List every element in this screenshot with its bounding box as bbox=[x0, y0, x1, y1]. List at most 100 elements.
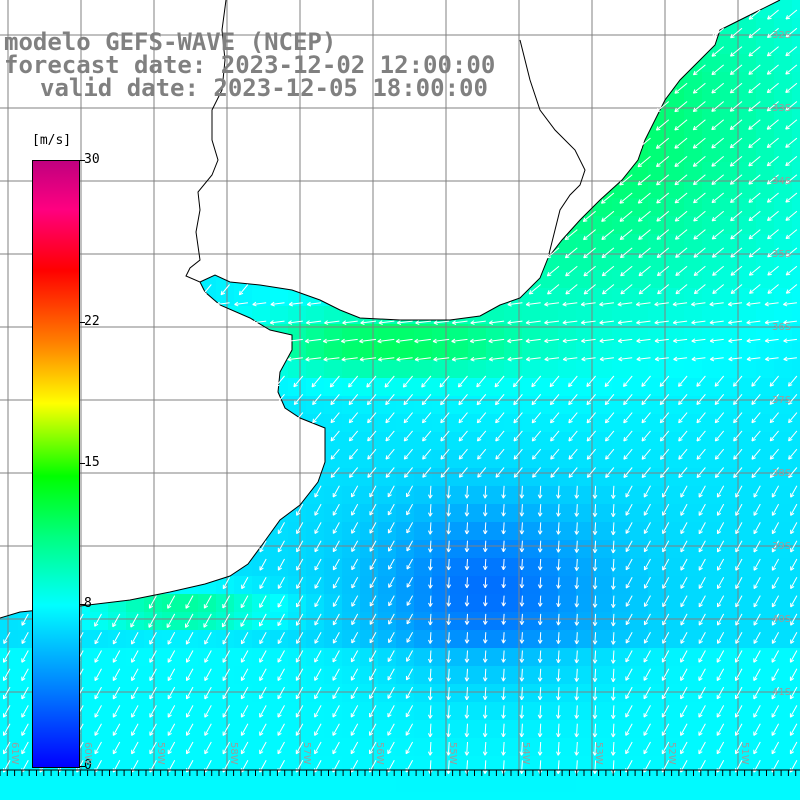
wind-speed-cell bbox=[684, 396, 703, 415]
wind-speed-cell bbox=[468, 450, 487, 469]
wind-speed-cell bbox=[324, 774, 343, 793]
wind-speed-cell bbox=[774, 648, 793, 667]
wind-speed-cell bbox=[648, 126, 667, 145]
longitude-label: 59W bbox=[155, 742, 166, 765]
latitude-label: 35S bbox=[772, 249, 792, 260]
wind-speed-cell bbox=[738, 684, 757, 703]
wind-speed-cell bbox=[360, 720, 379, 739]
wind-speed-cell bbox=[756, 108, 775, 127]
wind-speed-cell bbox=[378, 522, 397, 541]
wind-speed-cell bbox=[630, 162, 649, 181]
wind-speed-cell bbox=[486, 720, 505, 739]
wind-speed-cell bbox=[540, 684, 559, 703]
wind-speed-cell bbox=[378, 414, 397, 433]
wind-speed-cell bbox=[360, 684, 379, 703]
wind-speed-cell bbox=[540, 702, 559, 721]
wind-speed-cell bbox=[774, 666, 793, 685]
wind-speed-cell bbox=[396, 666, 415, 685]
wind-speed-cell bbox=[144, 774, 163, 793]
wind-speed-cell bbox=[306, 720, 325, 739]
wind-speed-cell bbox=[504, 396, 523, 415]
wind-speed-cell bbox=[666, 576, 685, 595]
wind-speed-cell bbox=[756, 594, 775, 613]
wind-speed-cell bbox=[522, 594, 541, 613]
wind-speed-cell bbox=[270, 738, 289, 757]
wind-speed-cell bbox=[306, 378, 325, 397]
wind-speed-cell bbox=[324, 396, 343, 415]
wind-speed-cell bbox=[774, 90, 793, 109]
wind-speed-cell bbox=[630, 468, 649, 487]
wind-speed-cell bbox=[774, 360, 793, 379]
wind-speed-cell bbox=[738, 36, 757, 55]
wind-speed-cell bbox=[792, 252, 800, 271]
wind-speed-cell bbox=[720, 252, 739, 271]
wind-speed-cell bbox=[162, 792, 181, 800]
wind-speed-cell bbox=[126, 648, 145, 667]
latitude-label: 41S bbox=[772, 687, 792, 698]
wind-speed-cell bbox=[756, 90, 775, 109]
wind-speed-cell bbox=[702, 702, 721, 721]
wind-speed-cell bbox=[666, 126, 685, 145]
wind-speed-cell bbox=[324, 792, 343, 800]
wind-speed-cell bbox=[594, 792, 613, 800]
wind-speed-cell bbox=[432, 774, 451, 793]
wind-speed-cell bbox=[684, 198, 703, 217]
wind-speed-cell bbox=[396, 486, 415, 505]
wind-speed-cell bbox=[486, 702, 505, 721]
wind-speed-cell bbox=[360, 504, 379, 523]
wind-speed-cell bbox=[216, 720, 235, 739]
wind-speed-cell bbox=[774, 72, 793, 91]
wind-speed-cell bbox=[558, 360, 577, 379]
wind-speed-cell bbox=[504, 792, 523, 800]
wind-speed-cell bbox=[540, 612, 559, 631]
wind-speed-cell bbox=[90, 792, 109, 800]
wind-speed-cell bbox=[594, 702, 613, 721]
wind-speed-cell bbox=[522, 792, 541, 800]
wind-speed-cell bbox=[612, 360, 631, 379]
wind-speed-cell bbox=[288, 774, 307, 793]
wind-speed-cell bbox=[792, 774, 800, 793]
longitude-label: 61W bbox=[9, 742, 20, 765]
wind-speed-cell bbox=[594, 450, 613, 469]
wind-speed-cell bbox=[684, 234, 703, 253]
wind-speed-cell bbox=[774, 558, 793, 577]
wind-speed-cell bbox=[774, 792, 793, 800]
wind-speed-cell bbox=[666, 270, 685, 289]
wind-speed-cell bbox=[738, 720, 757, 739]
wind-speed-cell bbox=[738, 108, 757, 127]
wind-speed-cell bbox=[396, 360, 415, 379]
wind-speed-cell bbox=[756, 54, 775, 73]
wind-speed-cell bbox=[792, 720, 800, 739]
wind-speed-cell bbox=[414, 486, 433, 505]
wind-speed-cell bbox=[540, 594, 559, 613]
colorbar-unit: [m/s] bbox=[32, 133, 72, 148]
wind-speed-cell bbox=[198, 684, 217, 703]
wind-speed-cell bbox=[612, 198, 631, 217]
wind-speed-cell bbox=[612, 684, 631, 703]
wind-speed-cell bbox=[720, 666, 739, 685]
wind-speed-cell bbox=[414, 414, 433, 433]
wind-speed-cell bbox=[594, 468, 613, 487]
colorbar-tick-label: 8 bbox=[84, 596, 92, 612]
wind-speed-cell bbox=[738, 216, 757, 235]
wind-speed-cell bbox=[216, 702, 235, 721]
wind-speed-cell bbox=[666, 540, 685, 559]
wind-speed-cell bbox=[756, 378, 775, 397]
wind-speed-cell bbox=[756, 576, 775, 595]
wind-speed-cell bbox=[432, 612, 451, 631]
wind-speed-cell bbox=[594, 612, 613, 631]
wind-speed-cell bbox=[684, 144, 703, 163]
wind-speed-cell bbox=[666, 684, 685, 703]
wind-speed-cell bbox=[342, 702, 361, 721]
wind-speed-cell bbox=[252, 612, 271, 631]
wind-speed-cell bbox=[90, 702, 109, 721]
wind-speed-cell bbox=[774, 108, 793, 127]
wind-speed-cell bbox=[504, 666, 523, 685]
wind-speed-cell bbox=[594, 576, 613, 595]
wind-speed-cell bbox=[774, 180, 793, 199]
wind-speed-cell bbox=[540, 720, 559, 739]
wind-speed-cell bbox=[558, 720, 577, 739]
wind-speed-cell bbox=[684, 792, 703, 800]
wind-speed-cell bbox=[612, 774, 631, 793]
